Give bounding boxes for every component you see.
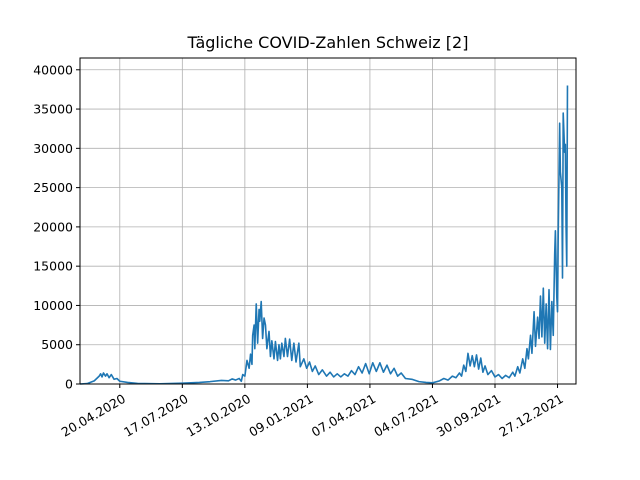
y-tick-label: 35000 [33, 102, 73, 117]
x-tick-label: 17.07.2020 [121, 391, 191, 440]
axes-frame [79, 57, 577, 385]
y-tick-label: 40000 [33, 62, 73, 77]
y-tick-label: 30000 [33, 141, 73, 156]
x-tick-label: 27.12.2021 [496, 391, 565, 440]
x-axis: 20.04.202017.07.202013.10.202009.01.2021… [59, 384, 566, 440]
x-tick-label: 20.04.2020 [59, 391, 129, 440]
y-tick-label: 10000 [33, 298, 73, 313]
x-tick-label: 09.01.2021 [246, 391, 315, 440]
series-layer [79, 85, 569, 385]
y-tick-label: 25000 [33, 180, 73, 195]
x-tick-label: 13.10.2020 [184, 391, 254, 440]
grid-layer [80, 58, 576, 385]
x-tick-label: 04.07.2021 [371, 391, 440, 440]
chart-title: Tägliche COVID-Zahlen Schweiz [2] [187, 33, 469, 52]
y-tick-label: 5000 [41, 337, 73, 352]
series-line [79, 85, 569, 385]
x-tick-label: 07.04.2021 [309, 391, 378, 440]
y-tick-label: 15000 [33, 259, 73, 274]
y-tick-label: 0 [65, 377, 73, 392]
x-tick-label: 30.09.2021 [434, 391, 503, 440]
y-tick-label: 20000 [33, 219, 73, 234]
y-axis: 0 5000 10000 15000 20000 25000 30000 35000 40000 [33, 62, 80, 392]
